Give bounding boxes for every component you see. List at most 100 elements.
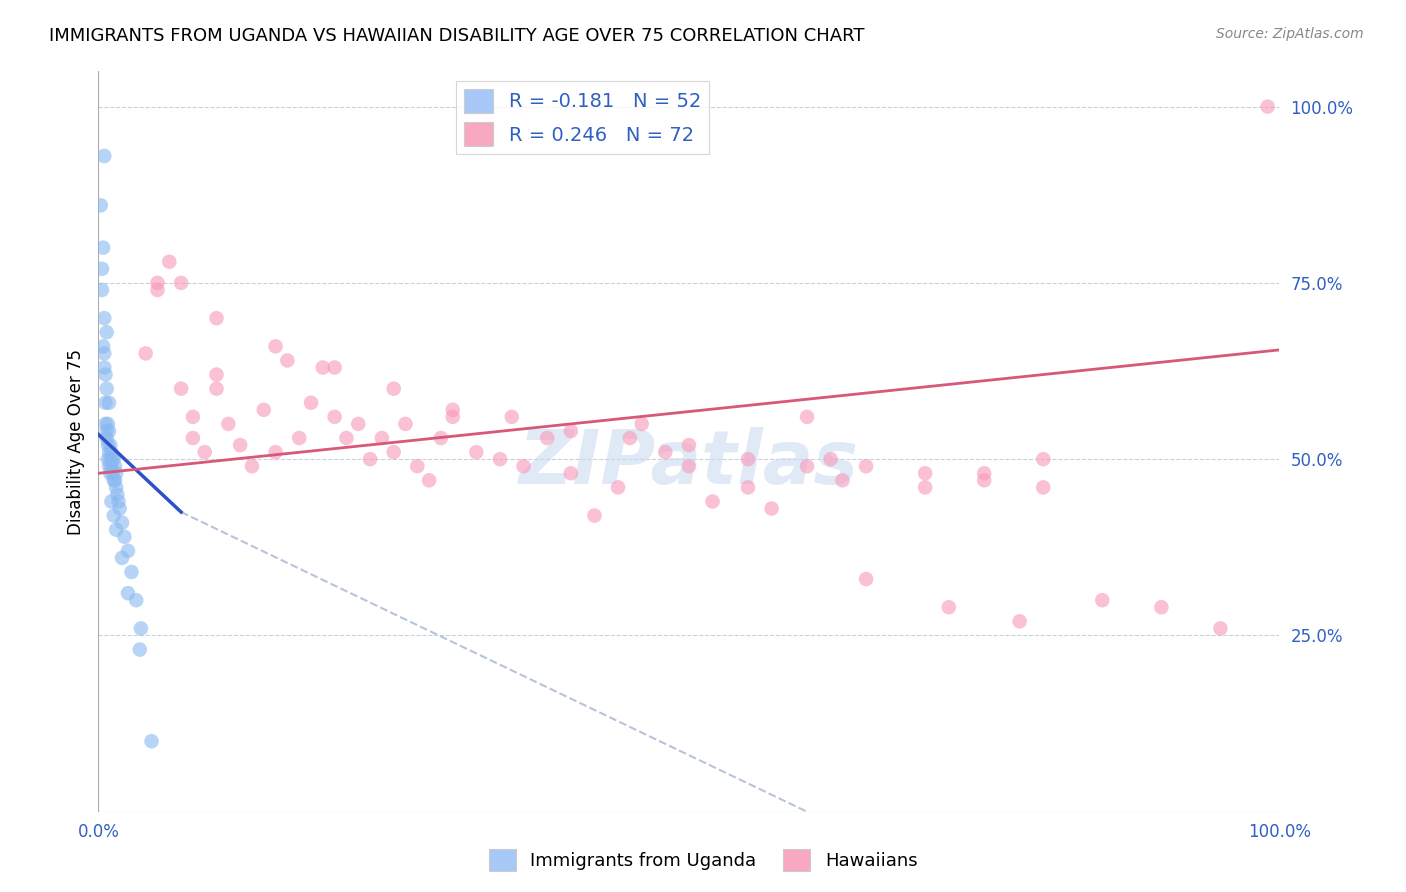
Point [98, 438, 121, 452]
Point [170, 382, 193, 396]
Point [91, 283, 114, 297]
Point [96, 382, 118, 396]
Point [761, 501, 783, 516]
Point [299, 396, 322, 410]
Point [678, 438, 700, 452]
Point [217, 417, 239, 431]
Point [702, 494, 724, 508]
Point [382, 445, 405, 459]
Point [98, 424, 121, 438]
Point [107, 494, 129, 508]
Point [855, 459, 877, 474]
Point [97, 417, 120, 431]
Point [406, 459, 429, 474]
Point [125, 593, 148, 607]
Point [98, 467, 121, 481]
Point [91, 339, 114, 353]
Point [560, 424, 582, 438]
Point [347, 417, 370, 431]
Point [737, 452, 759, 467]
Point [335, 431, 357, 445]
Point [105, 467, 128, 481]
Point [820, 452, 842, 467]
Point [91, 261, 114, 276]
Point [94, 396, 117, 410]
Point [108, 501, 131, 516]
Point [94, 368, 117, 382]
Point [98, 396, 121, 410]
Point [796, 459, 818, 474]
Point [441, 409, 464, 424]
Point [100, 494, 122, 508]
Point [1209, 621, 1232, 635]
Point [103, 452, 125, 467]
Point [170, 276, 193, 290]
Point [90, 198, 112, 212]
Point [430, 431, 453, 445]
Point [359, 452, 381, 467]
Point [253, 402, 276, 417]
Point [489, 452, 512, 467]
Point [240, 459, 263, 474]
Point [737, 480, 759, 494]
Point [117, 586, 139, 600]
Point [135, 346, 157, 360]
Point [973, 467, 995, 481]
Point [512, 459, 534, 474]
Point [619, 431, 641, 445]
Point [323, 409, 346, 424]
Point [101, 467, 124, 481]
Point [94, 417, 117, 431]
Point [229, 438, 252, 452]
Point [630, 417, 652, 431]
Point [98, 459, 121, 474]
Point [560, 467, 582, 481]
Point [276, 353, 298, 368]
Point [465, 445, 488, 459]
Point [264, 339, 287, 353]
Point [104, 459, 127, 474]
Point [121, 565, 143, 579]
Text: Source: ZipAtlas.com: Source: ZipAtlas.com [1216, 27, 1364, 41]
Point [583, 508, 606, 523]
Point [914, 467, 936, 481]
Point [1150, 600, 1173, 615]
Point [91, 241, 114, 255]
Point [607, 480, 630, 494]
Point [98, 445, 121, 459]
Point [194, 445, 217, 459]
Point [146, 283, 169, 297]
Point [1008, 615, 1031, 629]
Point [103, 508, 125, 523]
Point [1257, 100, 1279, 114]
Point [323, 360, 346, 375]
Point [111, 550, 134, 565]
Point [678, 459, 700, 474]
Point [418, 473, 440, 487]
Point [112, 530, 135, 544]
Point [938, 600, 960, 615]
Point [855, 572, 877, 586]
Point [101, 452, 124, 467]
Point [97, 438, 120, 452]
Point [441, 402, 464, 417]
Point [973, 473, 995, 487]
Point [205, 382, 228, 396]
Point [312, 360, 335, 375]
Point [96, 431, 118, 445]
Point [157, 254, 180, 268]
Y-axis label: Disability Age Over 75: Disability Age Over 75 [66, 349, 84, 534]
Point [205, 311, 228, 326]
Point [654, 445, 676, 459]
Point [100, 445, 122, 459]
Point [394, 417, 416, 431]
Point [105, 480, 128, 494]
Point [103, 473, 125, 487]
Point [1032, 480, 1054, 494]
Point [105, 487, 128, 501]
Point [501, 409, 523, 424]
Point [117, 544, 139, 558]
Point [181, 409, 204, 424]
Point [98, 452, 121, 467]
Point [205, 368, 228, 382]
